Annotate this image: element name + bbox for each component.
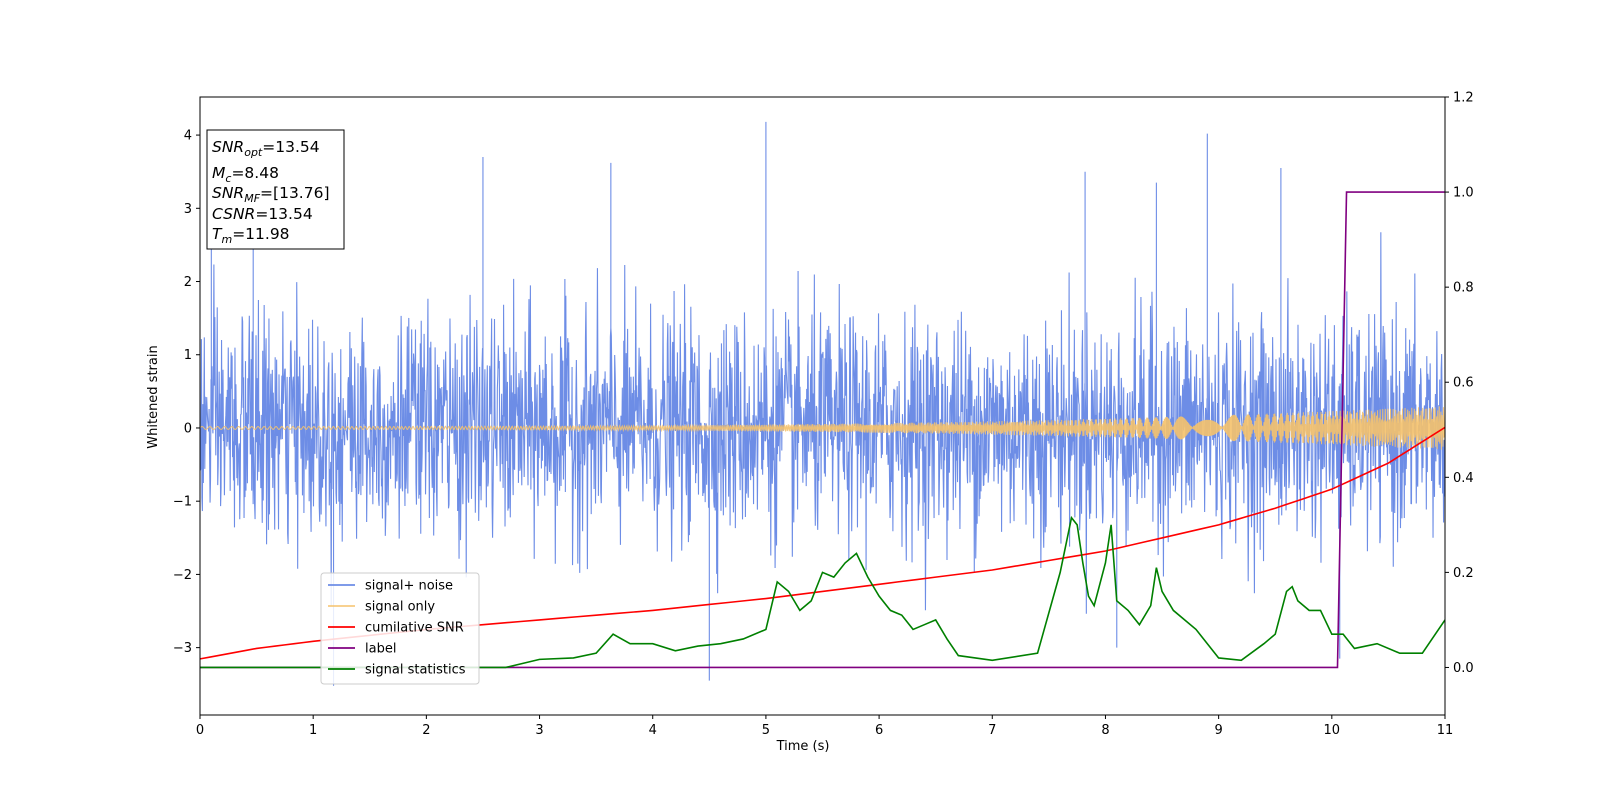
annotation-line: Mc=8.48: [212, 164, 279, 185]
stats-annotation-box: SNRopt=13.54 Mc=8.48SNRMF=[13.76]CSNR=13.…: [206, 129, 345, 250]
annotation-line: CSNR=13.54: [212, 205, 313, 223]
label-line: [200, 191, 1445, 669]
x-tick-label: 7: [988, 723, 996, 738]
annotation-frame: [206, 129, 345, 250]
y-tick-label: 4: [184, 129, 192, 144]
x-tick-label: 1: [309, 723, 317, 738]
y-tick-label: 1: [184, 348, 192, 363]
x-tick-label: 10: [1324, 723, 1341, 738]
legend: signal+ noise signal only cumilative SNR la…: [320, 572, 480, 685]
legend-signal-noise-text: signal+ noise: [365, 579, 453, 594]
y-axis-label: Whitened strain: [146, 345, 161, 448]
y-tick-label: −3: [173, 641, 192, 656]
legend-frame: [320, 572, 480, 685]
plot-frame: [199, 96, 1446, 716]
x-tick-label: 0: [196, 723, 204, 738]
y2-tick-label: 0.4: [1453, 471, 1474, 486]
y2-tick-label: 0.6: [1453, 376, 1474, 391]
y2-tick-label: 0.0: [1453, 661, 1474, 676]
legend-signal-only-text: signal only: [365, 600, 435, 615]
x-tick-label: 5: [762, 723, 770, 738]
x-tick-label: 3: [535, 723, 543, 738]
x-tick-label: 11: [1437, 723, 1454, 738]
y-tick-label: 3: [184, 202, 192, 217]
x-tick-label: 8: [1101, 723, 1109, 738]
y-tick-label: 0: [184, 421, 192, 436]
signal-noise-line: [200, 121, 1445, 686]
y-tick-label: −2: [173, 568, 192, 583]
y-tick-label: 2: [184, 275, 192, 290]
y2-tick-label: 1.0: [1453, 186, 1474, 201]
signal-statistics-line: [200, 515, 1445, 669]
x-tick-label: 9: [1214, 723, 1222, 738]
series-signal-only: [200, 406, 1445, 450]
signal-only-line: [200, 406, 1445, 450]
annotation-line: Tm=11.98: [212, 225, 290, 246]
annotation-line: SNRopt=13.54: [212, 138, 320, 159]
series-signal-noise: [200, 121, 1445, 686]
y-tick-label: −1: [173, 495, 192, 510]
x-axis-label: Time (s): [776, 739, 830, 754]
legend-signal-statistics-text: signal statistics: [365, 663, 466, 678]
legend-cumulative-snr-text: cumilative SNR: [365, 621, 464, 636]
y2-tick-label: 1.2: [1453, 91, 1474, 106]
x-tick-label: 4: [649, 723, 657, 738]
annotation-line: SNRMF=[13.76]: [212, 184, 330, 205]
axes: 0 1 2 3 4 5 6 7 8 9 10 11 −3 −2 −1 0 1 2 3 4 0.0 0.2 0.4 0.6 0.8…: [173, 91, 1474, 739]
y2-tick-label: 0.8: [1453, 281, 1474, 296]
legend-label-text: label: [365, 642, 396, 657]
x-tick-label: 2: [422, 723, 430, 738]
y2-tick-label: 0.2: [1453, 566, 1474, 581]
x-tick-label: 6: [875, 723, 883, 738]
